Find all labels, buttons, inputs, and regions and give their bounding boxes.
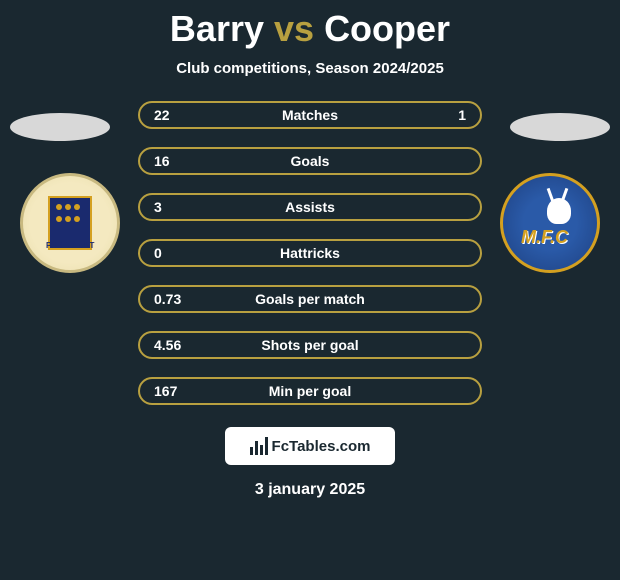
stat-row: 167Min per goal [138,377,482,405]
stat-label: Hattricks [194,245,426,261]
stat-value-left: 0 [154,245,194,261]
badge-left-label: PORT COUNT [23,241,117,250]
club-badge-right: M.F.C [500,173,600,273]
footer-logo: FcTables.com [225,427,395,465]
subtitle: Club competitions, Season 2024/2025 [0,60,620,77]
stat-value-left: 0.73 [154,291,194,307]
stat-label: Matches [194,107,426,123]
title-vs: vs [274,8,314,49]
title-player1: Barry [170,8,264,49]
stag-icon [539,188,579,228]
footer-logo-text: FcTables.com [272,438,371,455]
date-label: 3 january 2025 [0,481,620,499]
chart-icon [250,437,268,455]
stat-label: Shots per goal [194,337,426,353]
player2-head-placeholder [510,113,610,141]
title-player2: Cooper [324,8,450,49]
stat-value-left: 3 [154,199,194,215]
player1-head-placeholder [10,113,110,141]
stat-row: 0.73Goals per match [138,285,482,313]
stat-label: Min per goal [194,383,426,399]
stats-container: 22Matches116Goals3Assists0Hattricks0.73G… [138,101,482,405]
stat-row: 22Matches1 [138,101,482,129]
stat-value-left: 4.56 [154,337,194,353]
stat-value-left: 16 [154,153,194,169]
main-content: PORT COUNT M.F.C 22Matches1 16Goals 3Assis… [0,101,620,405]
stat-label: Goals [194,153,426,169]
stat-row: 16Goals [138,147,482,175]
stat-value-left: 167 [154,383,194,399]
stat-row: 3Assists [138,193,482,221]
stat-row: 0Hattricks [138,239,482,267]
badge-right-label: M.F.C [521,227,568,248]
stat-label: Goals per match [194,291,426,307]
stat-value-right: 1 [426,107,466,123]
stat-row: 4.56Shots per goal [138,331,482,359]
stat-label: Assists [194,199,426,215]
page-title: Barry vs Cooper [0,0,620,50]
stat-value-left: 22 [154,107,194,123]
club-badge-left: PORT COUNT [20,173,120,273]
